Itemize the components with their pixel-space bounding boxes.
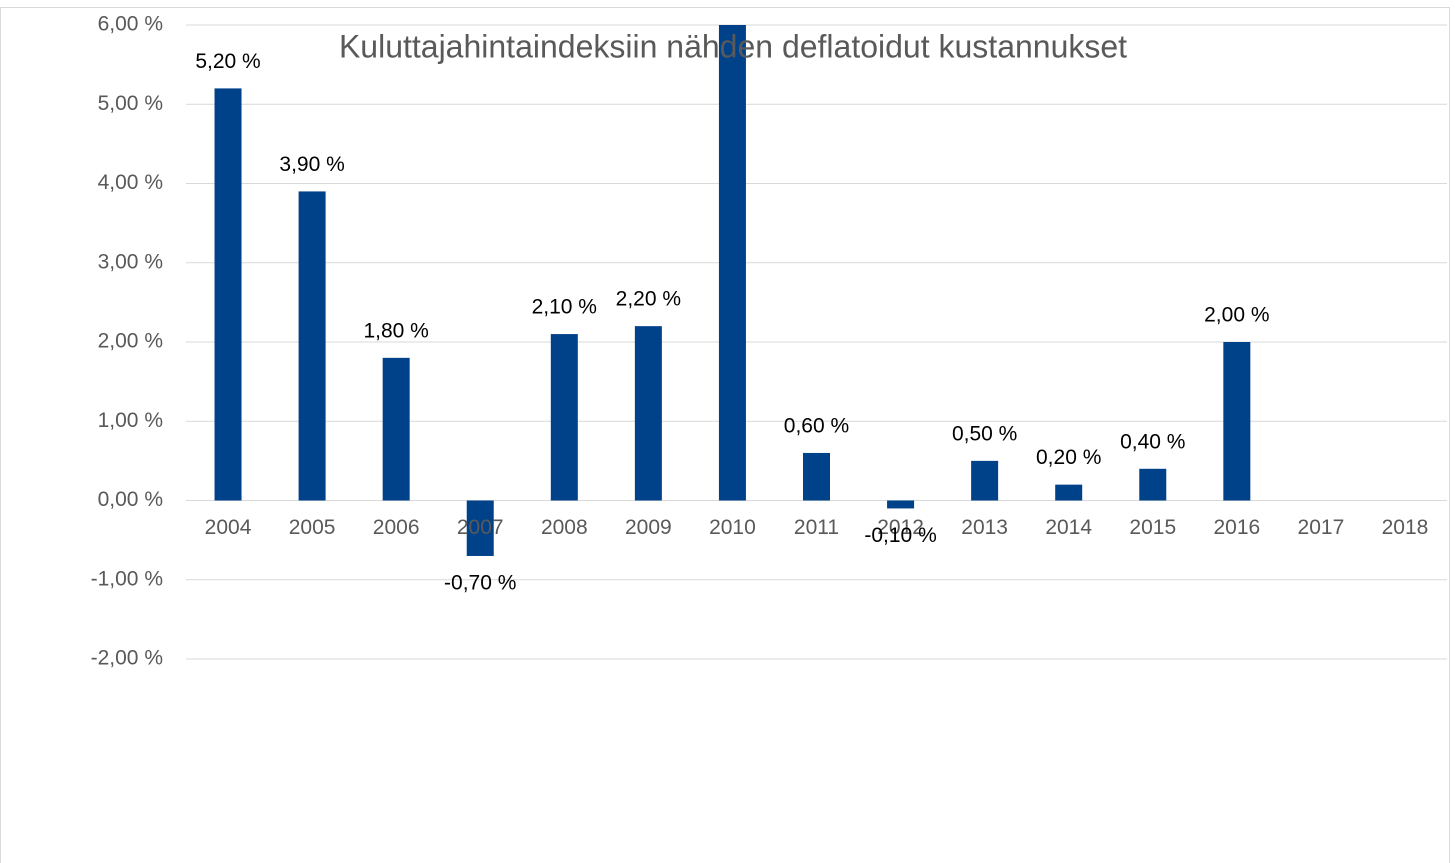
y-tick-label: 3,00 % (98, 250, 163, 273)
bar (634, 326, 662, 501)
y-tick-label: 5,00 % (98, 92, 163, 115)
x-tick-label: 2015 (1129, 516, 1176, 539)
data-label: 0,50 % (952, 422, 1017, 445)
data-label: 0,60 % (784, 414, 849, 437)
bar (718, 25, 746, 501)
bar (298, 191, 326, 501)
bar (1223, 342, 1251, 501)
bar (1055, 484, 1083, 501)
x-tick-label: 2006 (373, 516, 420, 539)
x-tick-label: 2017 (1298, 516, 1345, 539)
y-tick-label: 6,00 % (98, 13, 163, 36)
data-label: -0,10 % (864, 524, 936, 547)
x-tick-label: 2004 (205, 516, 252, 539)
x-tick-label: 2011 (794, 516, 839, 539)
y-tick-label: 1,00 % (98, 409, 163, 432)
y-tick-label: 4,00 % (98, 171, 163, 194)
y-tick-label: -1,00 % (91, 567, 163, 590)
x-tick-label: 2012 (877, 516, 924, 539)
bar (466, 500, 494, 556)
bar (214, 88, 242, 501)
bar (887, 500, 915, 509)
y-tick-label: 0,00 % (98, 488, 163, 511)
bar (803, 452, 830, 501)
x-tick-label: 2009 (625, 516, 672, 539)
chart-title: Kuluttajahintaindeksiin nähden deflatoid… (339, 28, 1127, 64)
labels: -2,00 % -1,00 % 0,00 % 1,00 % 2,00 % 3,00 % 4,… (91, 13, 1429, 670)
bar (550, 334, 578, 501)
data-label: 0,20 % (1036, 446, 1101, 469)
data-label: 2,20 % (616, 288, 681, 311)
data-label: -0,70 % (444, 572, 516, 595)
data-label: 3,90 % (279, 153, 344, 176)
data-label: 5,20 % (195, 50, 260, 73)
data-label: 2,10 % (532, 296, 597, 319)
bars (214, 25, 1251, 556)
x-tick-label: 2014 (1045, 516, 1092, 539)
x-tick-label: 2016 (1213, 516, 1260, 539)
y-tick-label: 2,00 % (98, 330, 163, 353)
data-label: 0,40 % (1120, 430, 1185, 453)
x-tick-label: 2013 (961, 516, 1008, 539)
x-tick-label: 2008 (541, 516, 588, 539)
bar (971, 460, 999, 501)
bar (382, 357, 410, 501)
x-tick-label: 2010 (709, 516, 756, 539)
x-tick-label: 2007 (457, 516, 504, 539)
data-label: 2,00 % (1204, 304, 1269, 327)
x-tick-label: 2018 (1382, 516, 1429, 539)
bar (1139, 468, 1167, 501)
x-tick-label: 2005 (289, 516, 336, 539)
chart-frame (0, 7, 1450, 863)
y-tick-label: -2,00 % (91, 647, 163, 670)
data-label: 1,80 % (363, 319, 428, 342)
